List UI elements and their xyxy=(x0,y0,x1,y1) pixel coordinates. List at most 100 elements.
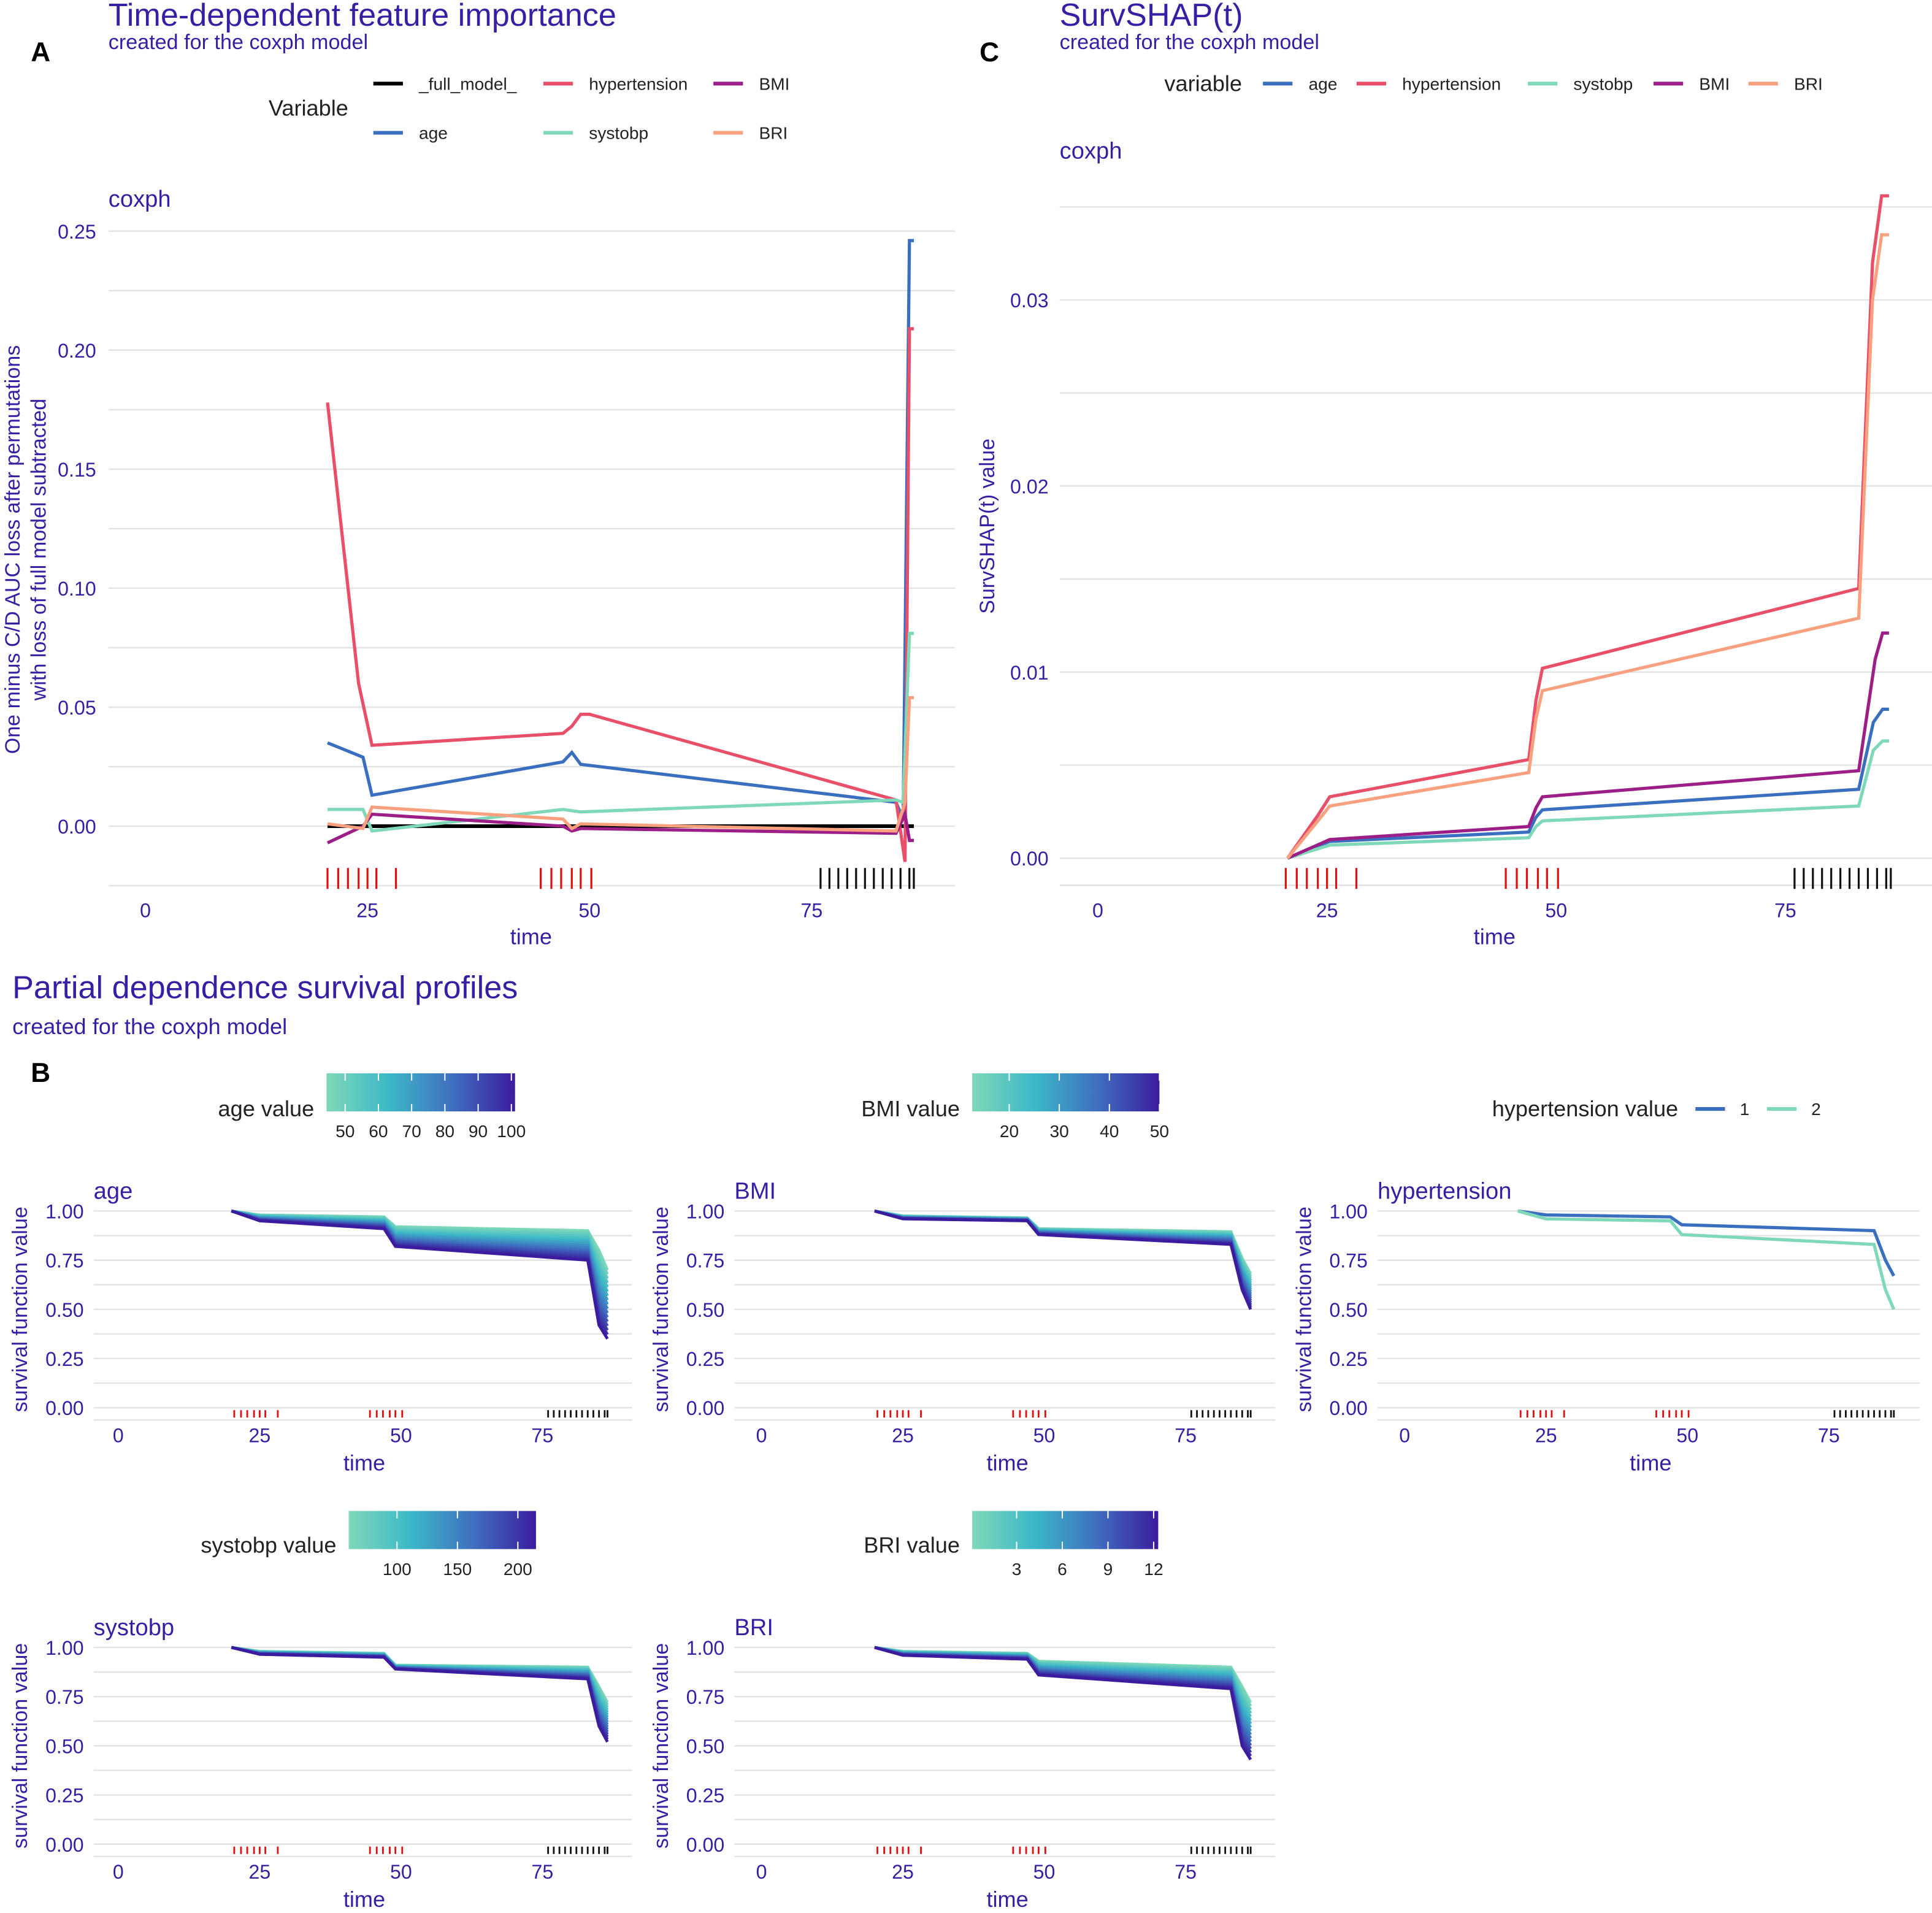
pdp-panel-systobp xyxy=(93,1511,632,1857)
y-axis-label: survival function value xyxy=(9,1643,32,1849)
x-tick-label: 75 xyxy=(801,899,823,921)
y-tick-label: 0.75 xyxy=(686,1686,725,1708)
legend-label: age xyxy=(419,124,448,143)
x-axis-label: time xyxy=(1630,1450,1671,1475)
legend-label: systobp xyxy=(589,124,648,143)
y-tick-label: 0.75 xyxy=(686,1250,725,1272)
y-tick-label: 0.50 xyxy=(686,1299,725,1321)
facet-label: hypertension xyxy=(1378,1178,1511,1204)
x-tick-label: 0 xyxy=(113,1424,124,1446)
x-tick-label: 25 xyxy=(249,1424,271,1446)
legend-title: BRI value xyxy=(864,1533,960,1558)
y-tick-label: 0.00 xyxy=(686,1397,725,1419)
pdp-line-level-2 xyxy=(1517,1209,1896,1310)
x-tick-label: 50 xyxy=(390,1424,412,1446)
x-tick-label: 50 xyxy=(390,1861,412,1883)
facet-label: coxph xyxy=(109,186,171,212)
y-tick-label: 0.00 xyxy=(58,816,96,838)
colorbar-tick-label: 20 xyxy=(1000,1122,1019,1141)
x-tick-label: 0 xyxy=(756,1424,767,1446)
panel-c-survshap xyxy=(1059,82,1932,889)
y-tick-label: 1.00 xyxy=(45,1200,84,1222)
y-axis-label: SurvSHAP(t) value xyxy=(976,439,999,614)
chart-title: SurvSHAP(t) xyxy=(1060,0,1243,33)
y-tick-label: 0.05 xyxy=(58,697,96,719)
y-tick-label: 0.00 xyxy=(1329,1397,1368,1419)
facet-label: coxph xyxy=(1060,138,1122,164)
chart-subtitle: created for the coxph model xyxy=(12,1014,287,1039)
y-tick-label: 0.00 xyxy=(686,1834,725,1856)
pdp-profile-line xyxy=(874,1210,1252,1297)
colorbar-tick-label: 70 xyxy=(402,1122,421,1141)
colorbar-tick-label: 3 xyxy=(1012,1560,1022,1579)
pdp-profile-line xyxy=(231,1646,609,1743)
colorbar-tick-label: 90 xyxy=(469,1122,488,1141)
x-tick-label: 75 xyxy=(1818,1424,1840,1446)
x-tick-label: 75 xyxy=(1175,1424,1197,1446)
panel-a-feature-importance xyxy=(108,82,955,889)
colorbar-tick-label: 50 xyxy=(335,1122,355,1141)
x-tick-label: 25 xyxy=(249,1861,271,1883)
x-tick-label: 25 xyxy=(892,1424,914,1446)
legend-title: variable xyxy=(1164,71,1242,96)
colorbar-tick-label: 50 xyxy=(1150,1122,1169,1141)
pdp-profile-line xyxy=(874,1210,1252,1292)
series-line-systobp xyxy=(327,632,914,833)
pdp-profile-line xyxy=(874,1210,1252,1295)
pdp-profile-line xyxy=(874,1210,1252,1310)
y-tick-label: 0.25 xyxy=(45,1348,84,1370)
y-tick-label: 0.50 xyxy=(686,1735,725,1757)
chart-title: Partial dependence survival profiles xyxy=(12,970,518,1006)
colorbar-tick-label: 60 xyxy=(369,1122,388,1141)
legend-title: hypertension value xyxy=(1492,1096,1678,1121)
pdp-profile-line xyxy=(874,1210,1252,1306)
colorbar xyxy=(348,1511,536,1549)
legend-label: BRI xyxy=(1794,74,1823,93)
pdp-profile-line xyxy=(231,1646,609,1714)
pdp-profile-line xyxy=(874,1210,1252,1308)
pdp-profile-line xyxy=(231,1646,609,1728)
pdp-profile-line xyxy=(874,1210,1252,1303)
pdp-profile-line xyxy=(231,1646,609,1733)
legend-title: age value xyxy=(218,1096,314,1121)
pdp-profile-line xyxy=(231,1646,609,1716)
pdp-profile-line xyxy=(231,1646,609,1731)
panel-label-b: B xyxy=(31,1058,50,1088)
colorbar-tick-label: 6 xyxy=(1057,1560,1067,1579)
pdp-profile-line xyxy=(231,1646,609,1723)
legend-label: 2 xyxy=(1811,1100,1821,1119)
colorbar-tick-label: 30 xyxy=(1049,1122,1068,1141)
pdp-profile-line xyxy=(874,1210,1252,1302)
colorbar xyxy=(972,1511,1159,1549)
facet-label: BMI xyxy=(734,1178,776,1204)
pdp-profile-line xyxy=(231,1646,609,1741)
x-tick-label: 75 xyxy=(532,1424,554,1446)
x-axis-label: time xyxy=(986,1887,1028,1912)
colorbar-tick-label: 9 xyxy=(1103,1560,1113,1579)
legend-label: BMI xyxy=(1699,74,1730,93)
pdp-profile-line xyxy=(874,1210,1252,1279)
series-line-age xyxy=(326,239,914,820)
facet-label: systobp xyxy=(94,1614,174,1641)
x-tick-label: 50 xyxy=(1676,1424,1698,1446)
pdp-panel-hypertension xyxy=(1377,1107,1920,1421)
y-tick-label: 0.25 xyxy=(686,1348,725,1370)
legend-title: BMI value xyxy=(861,1096,960,1121)
y-tick-label: 0.25 xyxy=(686,1785,725,1807)
x-tick-label: 25 xyxy=(1316,899,1338,921)
colorbar-tick-label: 12 xyxy=(1144,1560,1163,1579)
y-tick-label: 0.50 xyxy=(1329,1299,1368,1321)
pdp-panel-bmi xyxy=(734,1073,1276,1421)
pdp-profile-line xyxy=(231,1646,609,1738)
y-tick-label: 1.00 xyxy=(1329,1200,1368,1222)
legend-label: hypertension xyxy=(1402,74,1501,93)
y-axis-label: survival function value xyxy=(650,1206,673,1412)
pdp-profile-line xyxy=(874,1210,1252,1286)
x-tick-label: 0 xyxy=(1092,899,1103,921)
legend-label: age xyxy=(1308,74,1337,93)
pdp-profile-line xyxy=(874,1646,1252,1761)
series-line-hypertension xyxy=(326,327,914,862)
pdp-profile-line xyxy=(231,1646,609,1721)
pdp-profile-line xyxy=(231,1646,609,1719)
series-line-bri xyxy=(327,696,914,833)
